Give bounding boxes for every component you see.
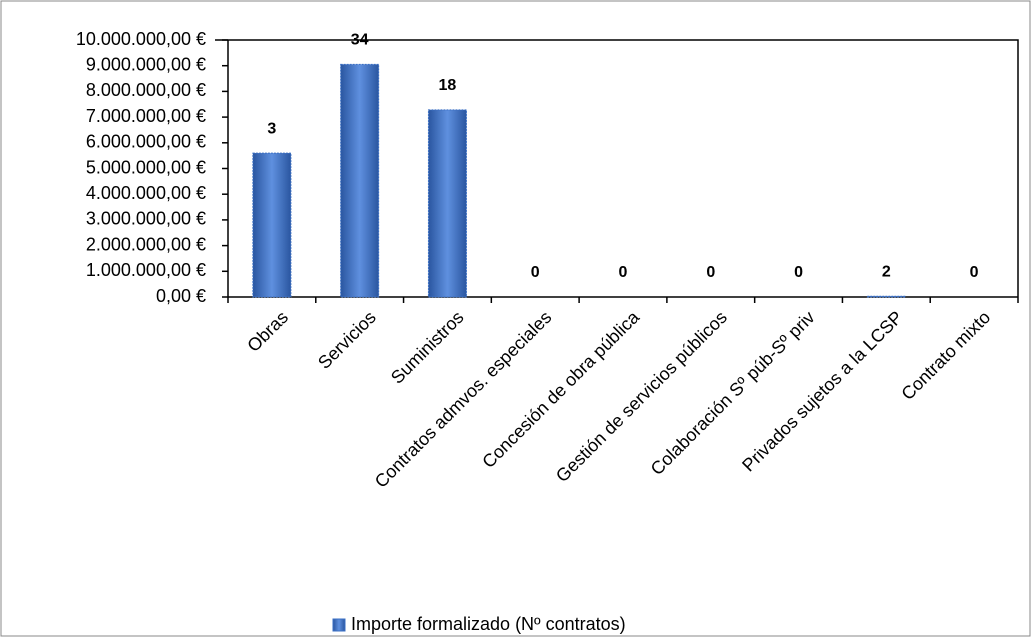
plot-frame	[215, 39, 1019, 297]
y-tick-label: 1.000.000,00 €	[86, 260, 206, 280]
data-label: 0	[970, 264, 979, 281]
bar	[427, 109, 467, 298]
y-tick-label: 0,00 €	[156, 286, 206, 306]
bar	[252, 152, 292, 298]
data-label: 2	[882, 263, 891, 280]
bar	[866, 295, 906, 298]
data-label: 18	[439, 77, 457, 94]
y-tick-label: 3.000.000,00 €	[86, 209, 206, 229]
data-label: 34	[351, 32, 369, 49]
y-tick-label: 9.000.000,00 €	[86, 54, 206, 74]
data-label: 0	[619, 264, 628, 281]
legend-label: Importe formalizado (Nº contratos)	[351, 614, 626, 634]
y-tick-label: 10.000.000,00 €	[76, 29, 206, 49]
data-label: 0	[794, 264, 803, 281]
y-tick-label: 8.000.000,00 €	[86, 80, 206, 100]
legend-swatch	[332, 618, 346, 632]
y-tick-label: 7.000.000,00 €	[86, 106, 206, 126]
data-label: 0	[531, 264, 540, 281]
y-tick-label: 4.000.000,00 €	[86, 183, 206, 203]
data-label: 0	[706, 264, 715, 281]
y-tick-label: 2.000.000,00 €	[86, 234, 206, 254]
y-tick-label: 6.000.000,00 €	[86, 132, 206, 152]
bar	[340, 63, 380, 298]
y-tick-label: 5.000.000,00 €	[86, 157, 206, 177]
data-label: 3	[267, 120, 276, 137]
